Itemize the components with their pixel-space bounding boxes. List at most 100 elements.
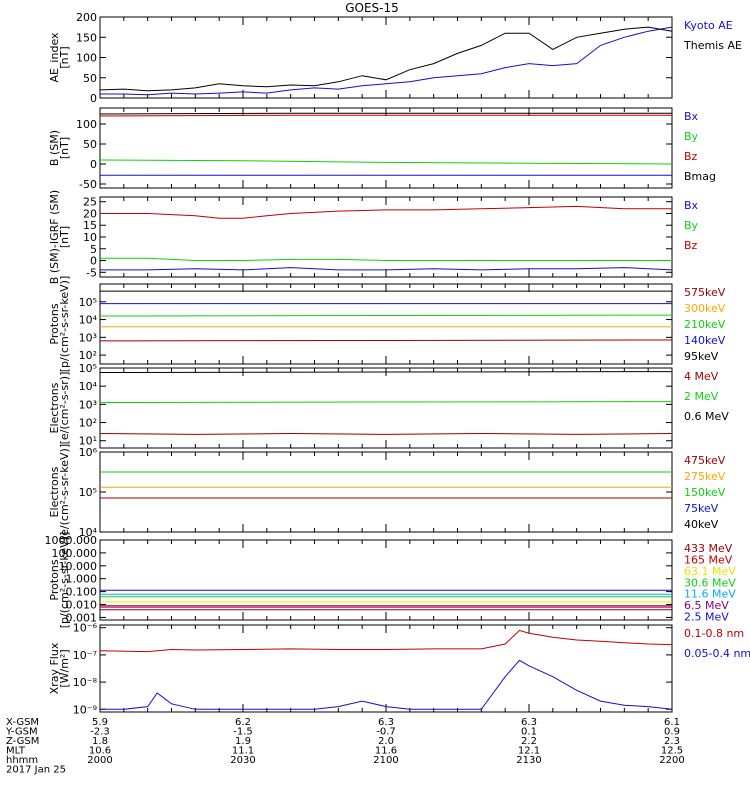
y-tick-label: 50 bbox=[83, 72, 97, 85]
legend-entry: Themis AE bbox=[683, 39, 742, 52]
footer-value: 2000 bbox=[87, 755, 112, 766]
legend-entry: 165 MeV bbox=[684, 553, 733, 566]
legend-entry: 275keV bbox=[684, 470, 726, 483]
y-tick-label: -5 bbox=[86, 266, 97, 279]
panel-frame bbox=[99, 367, 673, 449]
legend-entry: 2.5 MeV bbox=[684, 611, 729, 624]
footer-value: 10.6 bbox=[89, 746, 111, 757]
series-line-575kev bbox=[99, 339, 673, 342]
y-tick-label: 0.100 bbox=[66, 586, 98, 599]
y-tick-label: 150 bbox=[76, 31, 97, 44]
legend-entry: 210keV bbox=[684, 318, 726, 331]
y-tick-label: 10⁴ bbox=[79, 526, 98, 539]
footer-value: 6.2 bbox=[235, 717, 251, 728]
series-line-2-mev bbox=[99, 401, 673, 403]
footer-value: 6.3 bbox=[378, 717, 394, 728]
series-line-0.1-0.8-nm bbox=[99, 629, 673, 653]
y-axis-label: Electrons bbox=[48, 466, 61, 517]
footer-row-label: Y-GSM bbox=[5, 727, 38, 738]
y-tick-label: 10⁵ bbox=[79, 486, 97, 499]
y-axis-label: [e/(cm²-s-sr-keV)] bbox=[58, 444, 71, 540]
footer-row-label: hhmm bbox=[6, 755, 38, 766]
legend-entry: By bbox=[684, 219, 699, 232]
legend-entry: 63.1 MeV bbox=[684, 565, 736, 578]
y-tick-label: 10⁻⁹ bbox=[73, 703, 97, 716]
footer-value: 11.6 bbox=[375, 746, 397, 757]
y-tick-label: -50 bbox=[79, 178, 97, 191]
footer-value: 0.1 bbox=[521, 727, 537, 738]
panel-frame bbox=[99, 539, 673, 621]
y-axis-label: AE_index bbox=[48, 32, 61, 83]
y-tick-label: 15 bbox=[83, 219, 97, 232]
legend-entry: Bx bbox=[684, 199, 699, 212]
footer-value: 2.2 bbox=[521, 736, 537, 747]
legend-entry: 0.1-0.8 nm bbox=[684, 627, 744, 640]
series-line-themis-ae bbox=[99, 26, 673, 92]
y-tick-label: 10 bbox=[83, 231, 97, 244]
y-axis-label: [nT] bbox=[58, 137, 71, 159]
footer-value: -2.3 bbox=[90, 727, 110, 738]
y-tick-label: 0 bbox=[90, 255, 97, 268]
y-tick-label: 10³ bbox=[79, 331, 97, 344]
y-tick-label: 10⁴ bbox=[79, 380, 98, 393]
legend-entry: 150keV bbox=[684, 486, 726, 499]
y-tick-label: 25 bbox=[83, 196, 97, 209]
footer-date: 2017 Jan 25 bbox=[6, 765, 66, 776]
legend-entry: Bmag bbox=[684, 170, 716, 183]
footer-row-label: Z-GSM bbox=[6, 736, 39, 747]
y-tick-label: 100 bbox=[76, 118, 97, 131]
series-line-bz bbox=[99, 114, 672, 117]
legend-entry: 300keV bbox=[684, 302, 726, 315]
legend-entry: 475keV bbox=[684, 454, 726, 467]
y-tick-label: 20 bbox=[83, 207, 97, 220]
y-tick-label: 0 bbox=[90, 158, 97, 171]
legend-entry: Bz bbox=[684, 150, 698, 163]
series-line-4-mev bbox=[99, 432, 673, 435]
y-axis-label: [nT] bbox=[58, 226, 71, 248]
plot-title: GOES-15 bbox=[345, 1, 399, 15]
y-axis-label: Protons bbox=[48, 303, 61, 344]
footer-value: 5.9 bbox=[92, 717, 108, 728]
y-tick-label: 100 bbox=[76, 52, 97, 65]
footer-value: -0.7 bbox=[376, 727, 396, 738]
panel-frame bbox=[99, 451, 673, 533]
y-tick-label: 10² bbox=[79, 349, 97, 362]
footer-row-label: MLT bbox=[6, 746, 26, 757]
y-tick-label: 1000.000 bbox=[45, 534, 98, 547]
legend-entry: By bbox=[684, 130, 699, 143]
y-tick-label: 10³ bbox=[79, 398, 97, 411]
y-tick-label: 10.000 bbox=[59, 560, 98, 573]
series-line-bmag bbox=[99, 112, 672, 115]
y-tick-label: 0 bbox=[90, 92, 97, 105]
panel-6: 0.0010.0100.1001.00010.000100.0001000.00… bbox=[45, 532, 737, 629]
series-line-0.6-mev bbox=[99, 371, 673, 373]
y-axis-label: Protons bbox=[48, 559, 61, 600]
legend-entry: 75keV bbox=[684, 502, 719, 515]
series-line-0.05-0.4-nm bbox=[100, 659, 673, 710]
y-tick-label: 1.000 bbox=[66, 573, 98, 586]
series-line-kyoto-ae bbox=[100, 26, 673, 96]
y-tick-label: 10⁻⁷ bbox=[73, 649, 97, 662]
legend-entry: 0.6 MeV bbox=[684, 410, 729, 423]
footer-value: 1.8 bbox=[92, 736, 108, 747]
series-line-by bbox=[99, 159, 673, 165]
footer-value: 2130 bbox=[516, 755, 541, 766]
footer-value: 6.1 bbox=[664, 717, 680, 728]
y-tick-label: 0.010 bbox=[66, 599, 98, 612]
footer-value: 12.1 bbox=[518, 746, 540, 757]
footer-value: 12.5 bbox=[661, 746, 683, 757]
legend-entry: 575keV bbox=[684, 286, 726, 299]
legend-entry: 40keV bbox=[684, 518, 719, 531]
panel-frame bbox=[99, 16, 673, 99]
footer-value: 2.3 bbox=[664, 736, 680, 747]
y-tick-label: 200 bbox=[76, 11, 97, 24]
legend-entry: 30.6 MeV bbox=[684, 576, 736, 589]
footer-value: 0.9 bbox=[664, 727, 680, 738]
footer-value: 2.0 bbox=[378, 736, 394, 747]
y-tick-label: 10⁵ bbox=[79, 296, 97, 309]
panel-4: 10¹ 10² 10³ 10⁴ 10⁵ Electrons[e/(cm²-s-sr)] 4 … bbox=[48, 362, 729, 449]
legend-entry: Bx bbox=[684, 110, 699, 123]
legend-entry: Kyoto AE bbox=[684, 19, 733, 32]
y-axis-label: [nT] bbox=[58, 46, 71, 68]
